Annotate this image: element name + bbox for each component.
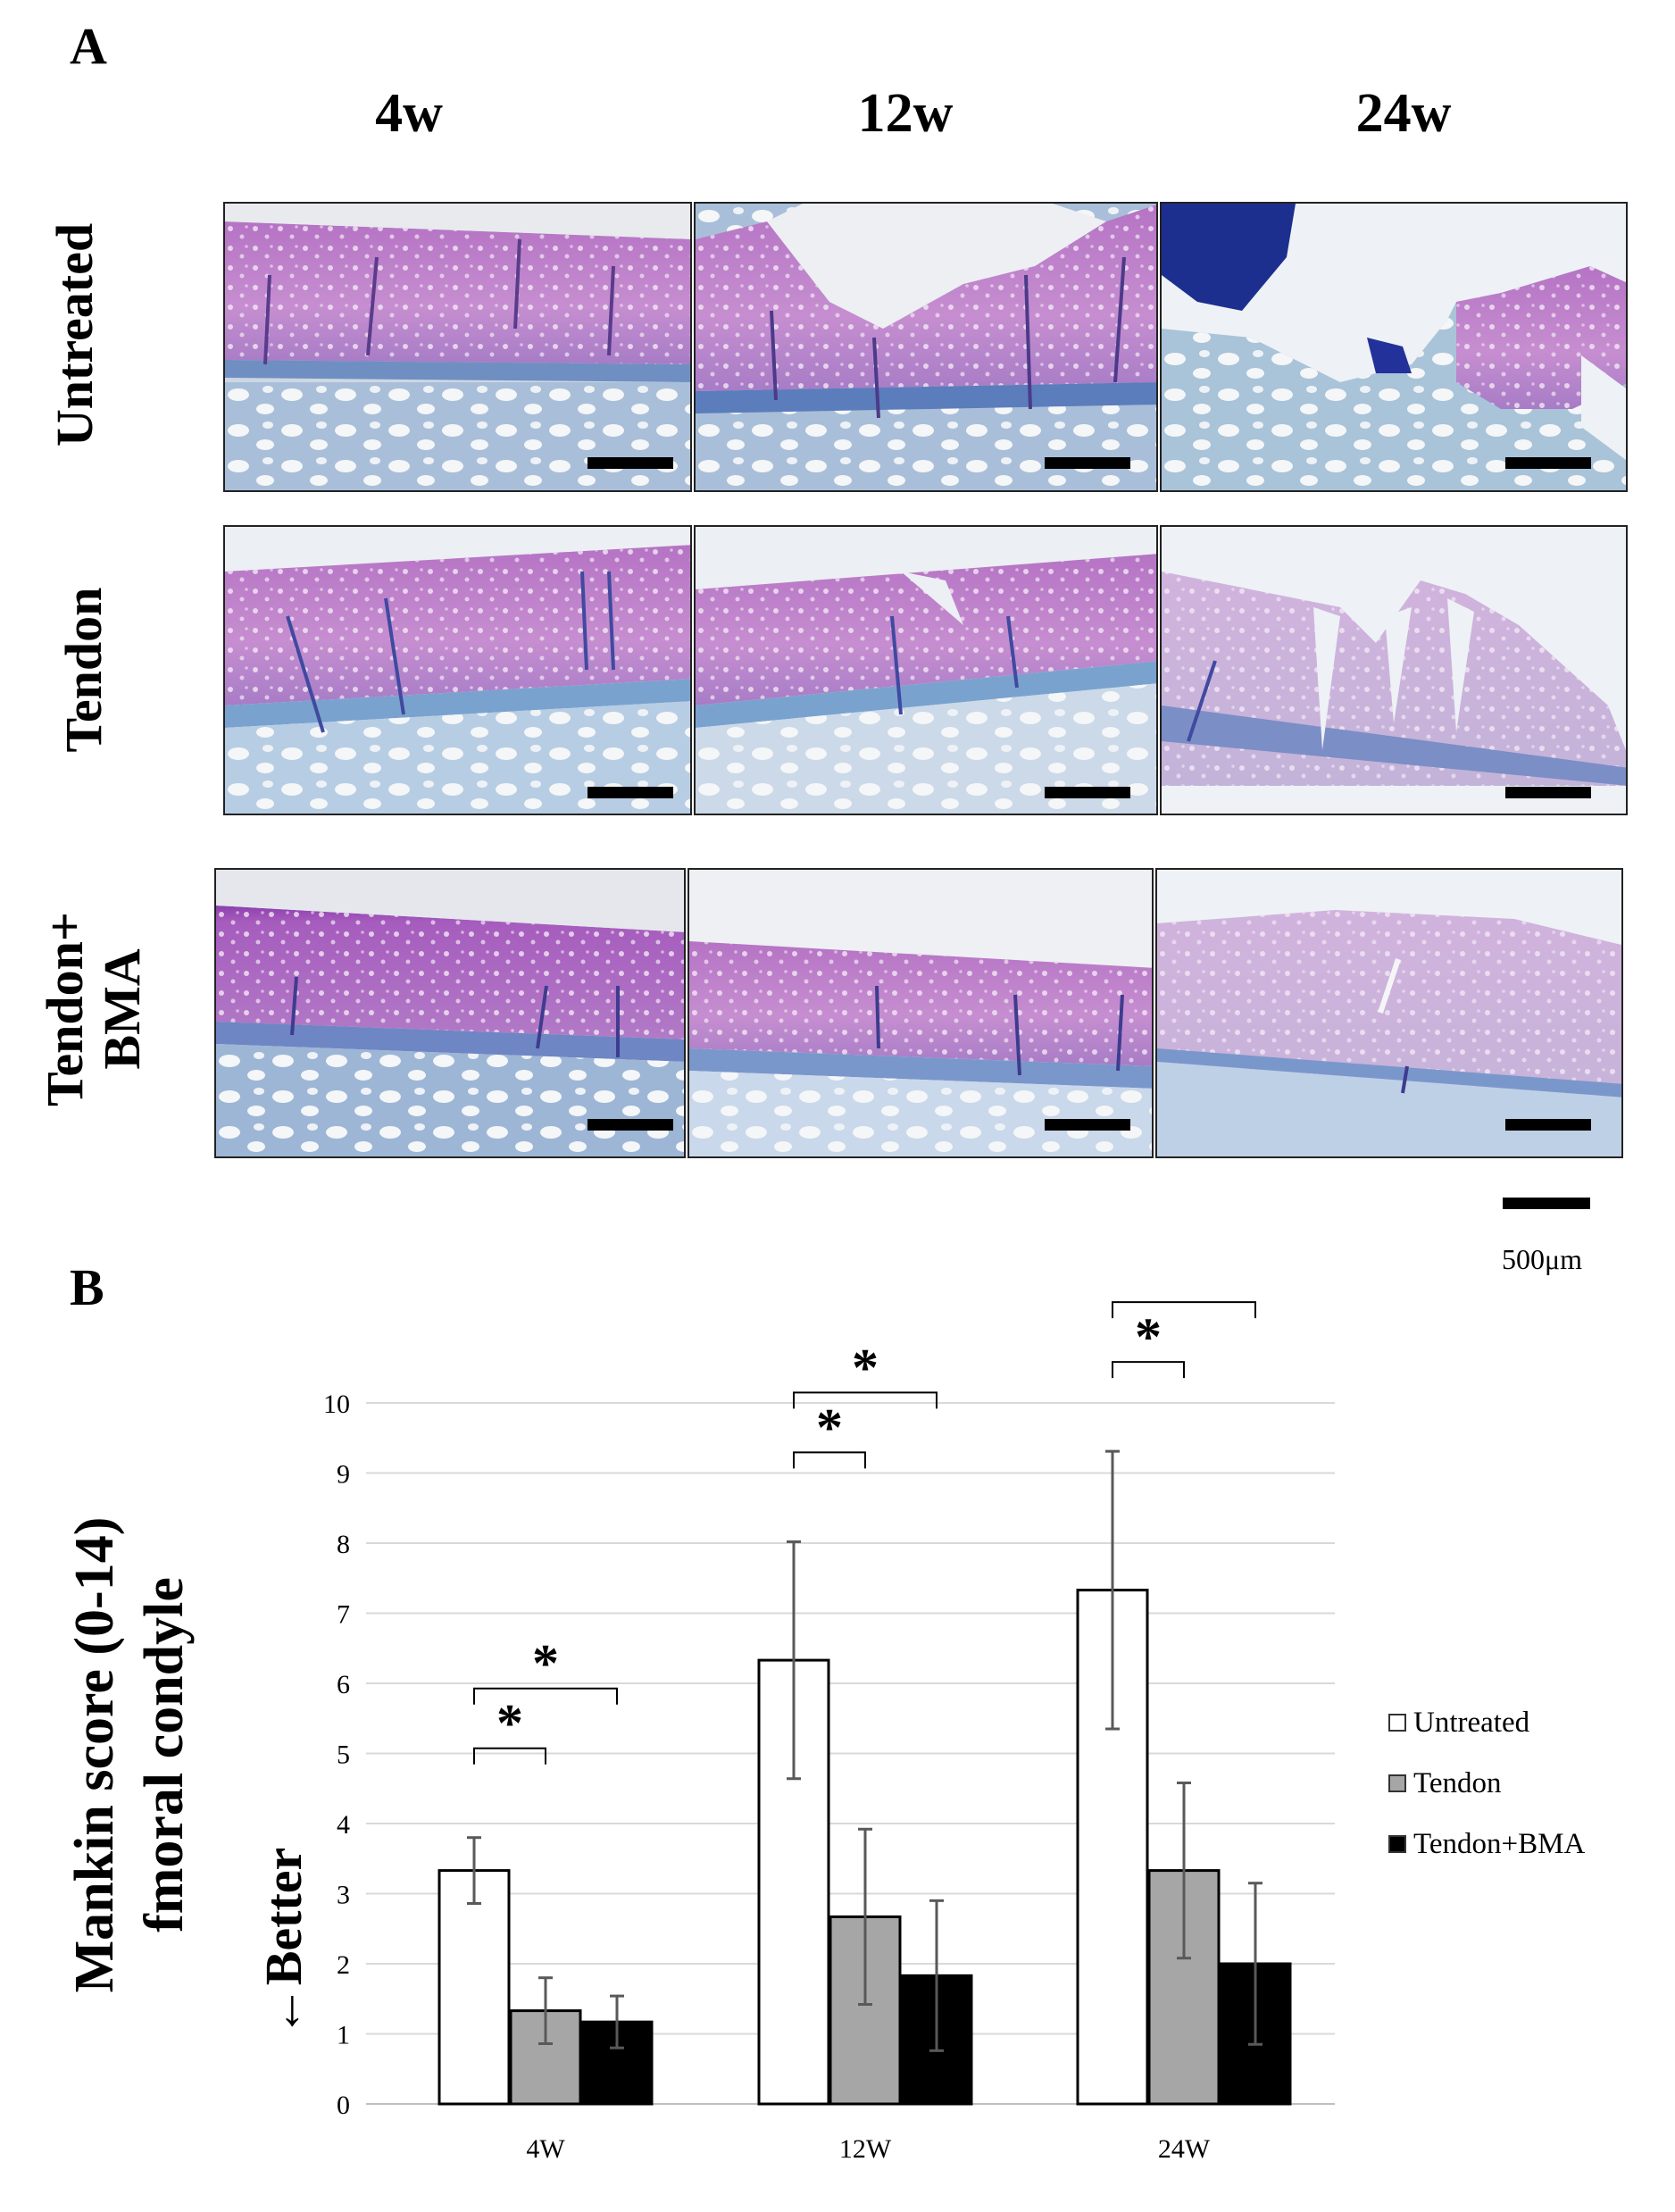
significance-bracket	[1112, 1301, 1256, 1319]
panel-a-letter: A	[70, 17, 107, 75]
micrograph-untreated-4w	[223, 202, 692, 492]
significance-star: *	[1135, 1307, 1162, 1366]
micrograph-tendon-4w	[223, 525, 692, 815]
y-tick-label: 7	[337, 1600, 350, 1630]
scale-bar	[1045, 457, 1130, 469]
micrograph-untreated-12w	[694, 202, 1158, 492]
significance-bracket	[793, 1391, 938, 1409]
x-tick-label: 12W	[839, 2134, 892, 2164]
micrograph-tendon-bma-4w	[214, 868, 686, 1158]
y-tick-label: 4	[337, 1810, 350, 1840]
column-header-24w: 24w	[1355, 83, 1452, 144]
micrograph-tendon-bma-12w	[688, 868, 1154, 1158]
scale-bar	[588, 1119, 673, 1131]
micrograph-untreated-24w	[1160, 202, 1628, 492]
y-tick-label: 2	[337, 1950, 350, 1980]
significance-bracket	[793, 1451, 866, 1469]
column-header-12w: 12w	[857, 83, 954, 144]
significance-star: *	[532, 1634, 559, 1693]
scale-bar	[1505, 787, 1591, 798]
scale-bar	[588, 787, 673, 798]
significance-bracket	[473, 1747, 546, 1765]
legend-label-untreated: Untreated	[1413, 1706, 1530, 1739]
significance-bracket	[1112, 1361, 1185, 1379]
row-label-line2: BMA	[93, 948, 151, 1070]
micrograph-tendon-bma-24w	[1155, 868, 1623, 1158]
y-tick-label: 5	[337, 1740, 350, 1770]
row-label-tendon-bma: Tendon+ BMA	[36, 912, 151, 1106]
legend-label-tendon-bma: Tendon+BMA	[1413, 1827, 1586, 1860]
row-label-line1: Tendon+	[36, 912, 94, 1106]
micrograph-tendon-24w	[1160, 525, 1628, 815]
y-tick-label: 6	[337, 1670, 350, 1699]
legend-swatch-untreated	[1388, 1714, 1406, 1732]
y-tick-label: 0	[337, 2091, 350, 2120]
scale-legend-bar	[1503, 1198, 1590, 1209]
significance-star: *	[1171, 1286, 1197, 1306]
scale-bar	[588, 457, 673, 469]
significance-star: *	[852, 1338, 879, 1397]
y-tick-label: 10	[323, 1390, 350, 1419]
y-tick-label: 9	[337, 1460, 350, 1490]
bar-untreated	[438, 1869, 511, 2106]
y-tick-label: 3	[337, 1881, 350, 1910]
x-tick-label: 4W	[526, 2134, 565, 2164]
legend-swatch-tendon-bma	[1388, 1835, 1406, 1853]
significance-star: *	[816, 1398, 843, 1457]
y-tick-label: 1	[337, 2021, 350, 2050]
significance-bracket	[473, 1687, 618, 1705]
row-label-tendon: Tendon	[54, 587, 112, 753]
x-tick-label: 24W	[1158, 2134, 1211, 2164]
legend-label-tendon: Tendon	[1413, 1766, 1502, 1799]
bar-untreated	[1076, 1589, 1149, 2106]
panel-b-letter: B	[70, 1258, 104, 1316]
chart-legend: Untreated Tendon Tendon+BMA	[1388, 1692, 1585, 1874]
significance-star: *	[496, 1694, 523, 1753]
micrograph-tendon-12w	[694, 525, 1158, 815]
scale-bar	[1045, 787, 1130, 798]
legend-item-tendon-bma: Tendon+BMA	[1388, 1814, 1585, 1874]
legend-item-untreated: Untreated	[1388, 1692, 1585, 1753]
scale-bar	[1505, 457, 1591, 469]
y-tick-label: 8	[337, 1530, 350, 1559]
legend-item-tendon: Tendon	[1388, 1753, 1585, 1814]
legend-swatch-tendon	[1388, 1774, 1406, 1792]
column-header-4w: 4w	[375, 83, 443, 144]
scale-legend-label: 500μm	[1502, 1243, 1583, 1275]
scale-bar	[1045, 1119, 1130, 1131]
row-label-untreated: Untreated	[46, 222, 104, 447]
scale-bar	[1505, 1119, 1591, 1131]
